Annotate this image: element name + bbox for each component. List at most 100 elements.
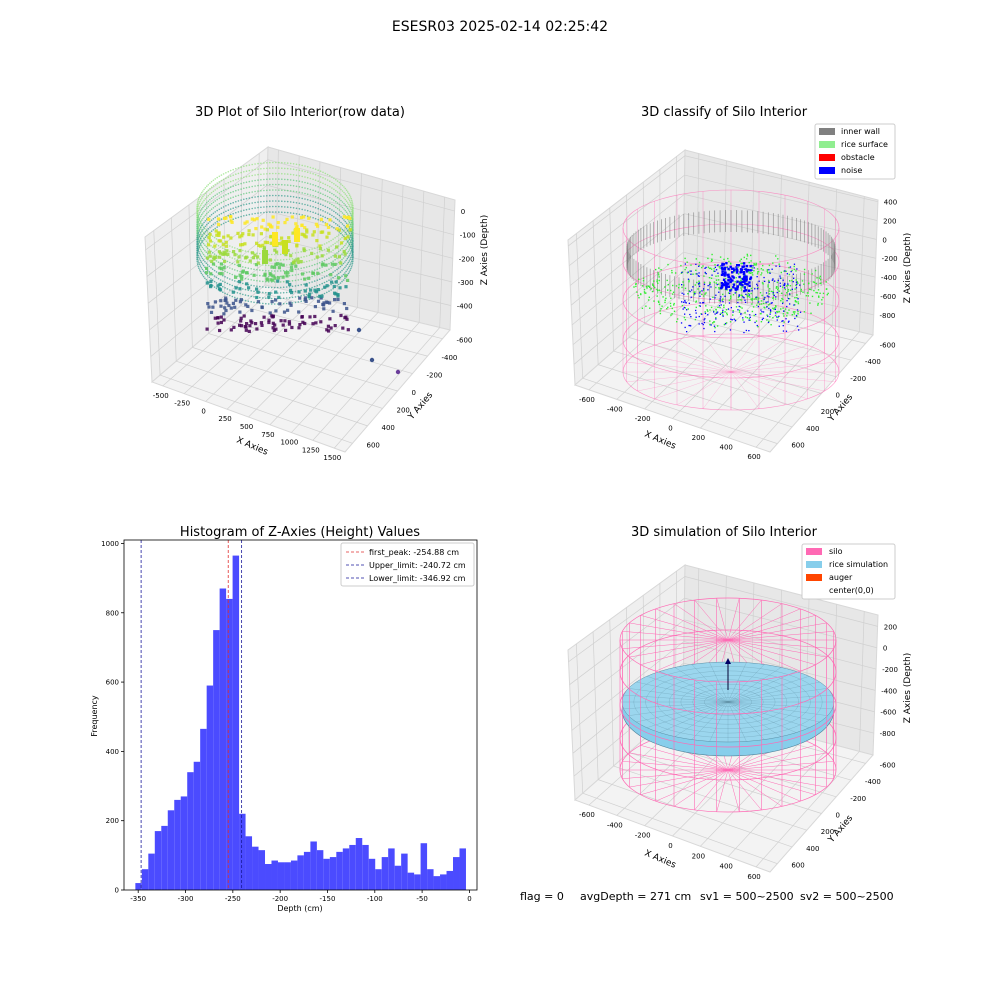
silo-spoke [730, 352, 825, 373]
raw-point [210, 197, 213, 199]
noise-point [692, 286, 694, 288]
raw-point [203, 216, 205, 218]
raw-point [210, 219, 213, 221]
raw-point [200, 193, 202, 196]
rice-surface-point [651, 290, 654, 293]
raw-point [333, 177, 335, 180]
raw-point [246, 304, 250, 308]
raw-point [314, 168, 317, 170]
raw-point [231, 279, 234, 281]
raw-point [324, 178, 327, 180]
raw-point [196, 255, 198, 257]
raw-point [316, 262, 319, 265]
raw-point [311, 292, 313, 294]
silo-spoke [727, 608, 801, 641]
raw-point [337, 255, 341, 259]
raw-point [224, 240, 228, 244]
silo-spoke [702, 335, 732, 373]
noise-point [778, 325, 780, 327]
rice-surface-point [751, 272, 754, 274]
noise-point [787, 321, 790, 323]
hist-bar [362, 844, 369, 890]
raw-point [348, 194, 351, 196]
noise-point [767, 315, 769, 317]
raw-point [252, 273, 256, 277]
raw-point [350, 266, 353, 268]
raw-point [282, 258, 285, 261]
rice-surface-point [784, 288, 786, 291]
raw-point [207, 250, 211, 254]
raw-point [226, 277, 229, 279]
rice-surface-mesh [623, 694, 833, 710]
hist-y-tick-label: 600 [106, 679, 119, 687]
raw-point [199, 228, 201, 230]
raw-point [204, 187, 207, 189]
noise-point [772, 292, 774, 294]
raw-point [322, 177, 324, 179]
raw-point [326, 206, 329, 209]
raw-point [278, 262, 283, 266]
raw-point [240, 210, 242, 212]
raw-point [231, 290, 235, 294]
hist-bar [440, 874, 447, 890]
rice-surface-point [785, 285, 788, 287]
raw-point [237, 280, 242, 284]
raw-point [347, 256, 350, 258]
raw-point [289, 288, 293, 292]
noise-point [782, 302, 784, 305]
rice-surface-point [746, 255, 749, 257]
gridline [171, 217, 177, 362]
noise-point [718, 305, 721, 307]
raw-point [311, 233, 315, 237]
raw-point [277, 295, 281, 299]
raw-point [244, 250, 247, 252]
noise-point [735, 266, 737, 268]
noise-point [796, 268, 798, 270]
raw-point [348, 203, 350, 206]
raw-point [328, 290, 330, 293]
raw-point [213, 280, 216, 283]
raw-point [299, 215, 304, 220]
status-avg-depth: avgDepth = 271 cm [580, 890, 691, 903]
raw-point [211, 268, 214, 271]
noise-point [730, 318, 732, 320]
raw-point [300, 267, 303, 270]
raw-point [278, 167, 280, 169]
rice-surface-point [698, 283, 701, 285]
raw-point [306, 176, 309, 179]
raw-point [198, 261, 200, 264]
raw-point [201, 230, 203, 232]
noise-point [684, 313, 686, 315]
raw-point [304, 203, 306, 206]
noise-point [754, 288, 756, 290]
raw-point [294, 290, 297, 293]
raw-point [210, 208, 213, 210]
raw-point [225, 183, 227, 185]
raw-point [207, 189, 210, 191]
rice-surface-point [746, 258, 748, 260]
raw-point [213, 244, 217, 248]
noise-point [715, 318, 717, 320]
raw-point [316, 271, 320, 275]
raw-point [267, 275, 270, 278]
raw-point [229, 236, 233, 240]
x-tick-label: 600 [747, 873, 760, 881]
hist-bar [459, 848, 466, 890]
raw-point [216, 220, 218, 223]
hist-vlines [140, 540, 243, 890]
raw-point [218, 186, 221, 189]
noise-point [757, 305, 759, 308]
raw-point [217, 261, 220, 264]
rice-surface-point [644, 292, 646, 294]
raw-point [352, 248, 354, 251]
rice-surface-point [789, 280, 791, 282]
raw-point [341, 236, 343, 239]
raw-point [215, 265, 218, 268]
raw-point [245, 192, 248, 194]
raw-point [263, 227, 267, 231]
x-tick-label: -500 [153, 392, 169, 400]
raw-point [268, 311, 272, 315]
raw-point [346, 235, 350, 239]
noise-point [743, 289, 746, 293]
noise-point [796, 283, 798, 286]
